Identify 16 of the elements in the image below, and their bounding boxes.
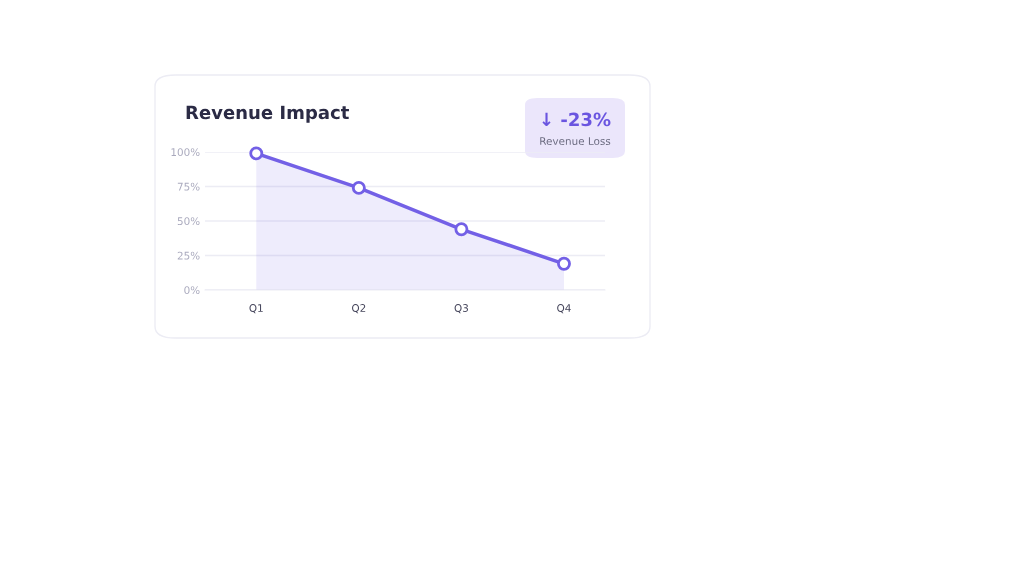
x-tick-label: Q1 <box>249 304 263 314</box>
point <box>557 256 571 271</box>
chart-title: Revenue Impact <box>186 105 349 123</box>
y-tick-label: 0% <box>184 286 200 295</box>
x-tick-label: Q4 <box>557 304 571 314</box>
x-tick-label: Q3 <box>454 304 468 314</box>
y-tick-label: 50% <box>177 217 200 226</box>
y-tick-label: 100% <box>171 148 200 157</box>
y-tick-label: 75% <box>177 182 200 191</box>
y-tick-label: 25% <box>177 251 200 260</box>
point <box>249 146 264 161</box>
x-tick-label: Q2 <box>352 304 366 314</box>
text: Revenue Loss <box>540 137 611 146</box>
point <box>351 180 366 195</box>
text: ↓ -23% <box>542 112 611 127</box>
point <box>454 222 469 237</box>
